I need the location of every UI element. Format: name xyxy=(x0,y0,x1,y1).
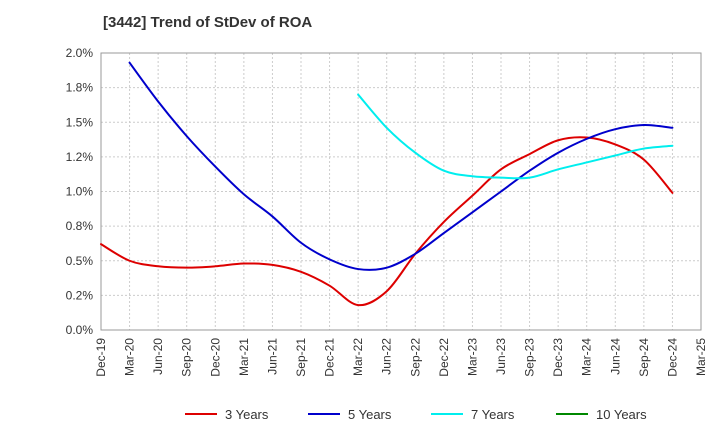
x-tick-label: Jun-24 xyxy=(608,338,622,375)
axis-layer: 0.0% 0.2% 0.5% 0.8% 1.0% 1.2% 1.5% 1.8% 2.0% Dec-… xyxy=(66,46,708,377)
x-tick-label: Sep-21 xyxy=(294,338,308,377)
y-tick-label: 1.2% xyxy=(66,150,94,164)
y-tick-label: 2.0% xyxy=(66,46,94,60)
x-tick-label: Jun-23 xyxy=(494,338,508,375)
x-tick-label: Dec-24 xyxy=(665,338,679,377)
x-tick-label: Dec-20 xyxy=(208,338,222,377)
x-tick-label: Dec-19 xyxy=(94,338,108,377)
x-tick-label: Jun-20 xyxy=(151,338,165,375)
x-tick-label: Mar-23 xyxy=(465,338,479,376)
series-line-5-years xyxy=(128,61,674,271)
series-line-7-years xyxy=(357,93,674,180)
chart-title: [3442] Trend of StDev of ROA xyxy=(103,14,313,31)
y-tick-label: 1.5% xyxy=(66,115,94,129)
legend-label-7-years: 7 Years xyxy=(471,407,515,422)
x-tick-label: Mar-21 xyxy=(237,338,251,376)
x-tick-label: Sep-23 xyxy=(523,338,537,377)
grid-layer xyxy=(100,52,702,331)
x-tick-label: Mar-24 xyxy=(580,338,594,376)
x-tick-label: Sep-22 xyxy=(408,338,422,377)
legend-label-3-years: 3 Years xyxy=(225,407,269,422)
x-tick-label: Mar-25 xyxy=(694,338,708,376)
series-layer xyxy=(100,61,674,307)
x-tick-label: Dec-23 xyxy=(551,338,565,377)
x-tick-label: Sep-24 xyxy=(637,338,651,377)
x-tick-label: Jun-21 xyxy=(265,338,279,375)
y-tick-label: 0.8% xyxy=(66,219,94,233)
y-tick-label: 1.8% xyxy=(66,81,94,95)
x-tick-label: Sep-20 xyxy=(180,338,194,377)
plot-area-border xyxy=(100,52,702,331)
x-tick-label: Dec-22 xyxy=(437,338,451,377)
y-tick-label: 0.2% xyxy=(66,288,94,302)
x-tick-label: Dec-21 xyxy=(323,338,337,377)
x-tick-label: Mar-22 xyxy=(351,338,365,376)
legend-label-5-years: 5 Years xyxy=(348,407,392,422)
y-tick-label: 0.5% xyxy=(66,254,94,268)
y-tick-label: 1.0% xyxy=(66,185,94,199)
x-tick-label: Mar-20 xyxy=(123,338,137,376)
y-tick-label: 0.0% xyxy=(66,323,94,337)
series-line-3-years xyxy=(100,136,674,307)
legend: 3 Years 5 Years 7 Years 10 Years xyxy=(185,407,647,422)
x-tick-label: Jun-22 xyxy=(380,338,394,375)
legend-label-10-years: 10 Years xyxy=(596,407,647,422)
